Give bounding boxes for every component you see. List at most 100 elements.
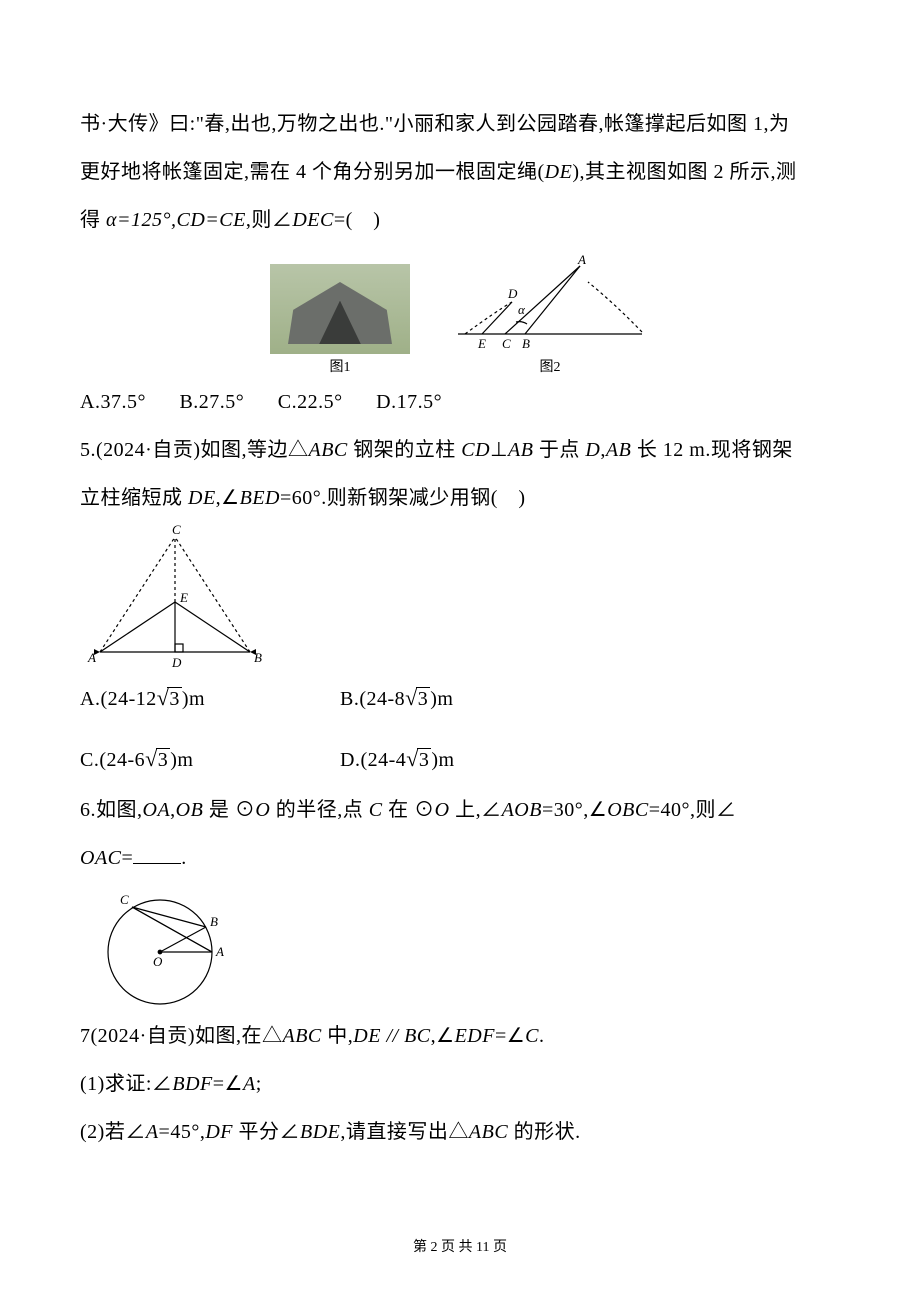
tent-photo [270,264,410,354]
q6-label-C: C [120,892,129,907]
q7-p2-mid1: =45°, [159,1121,206,1143]
q7-p1-pre: (1)求证:∠ [80,1073,172,1095]
q4-diagram: A D E C B α [450,254,650,354]
q6-line1: 6.如图,OA,OB 是 ⊙O 的半径,点 C 在 ⊙O 上,∠AOB=30°,… [80,786,840,834]
q5-d-pre: D.(24-4 [340,749,406,771]
q7-a: A [243,1073,256,1095]
q6-pre: 6.如图, [80,799,143,821]
q6-eq: = [122,847,134,869]
q5-l1-mid3: 长 12 m.现将钢架 [631,439,793,461]
q4-fig1-wrap: 图1 [270,264,410,376]
q4-l2-pre: 更好地将帐篷固定,需在 4 个角分别另加一根固定绳( [80,161,545,183]
q6-line2: OAC=. [80,834,840,882]
q6-end: . [181,847,187,869]
q5-line2: 立柱缩短成 DE,∠BED=60°.则新钢架减少用钢( ) [80,474,840,522]
q7-p2-mid2: 平分∠ [233,1121,300,1143]
q4-l3-mid: ,则∠ [246,209,293,231]
q7-edf: EDF [455,1025,495,1047]
q5-a-pre: A.(24-12 [80,688,157,710]
sqrt-icon: √3 [406,733,431,786]
q4-alpha: α=125°, [106,209,177,231]
q5-b-post: )m [430,688,453,710]
q4-l3-pre: 得 [80,209,106,231]
q5-d-rad: 3 [417,748,432,771]
q5-figure: C E A D B [80,522,840,672]
q4-figures: 图1 A D E C B α [80,254,840,376]
q7-abc: ABC [282,1025,321,1047]
q7-eq: =∠ [495,1025,525,1047]
q7-line1: 7(2024·自贡)如图,在△ABC 中,DE // BC,∠EDF=∠C. [80,1012,840,1060]
footer-post: 页 [489,1240,507,1255]
q5-label-E: E [179,590,188,605]
q7-df: DF [205,1121,233,1143]
q4-label-alpha: α [518,302,526,317]
q5-label-C: C [172,522,181,537]
q7-bdf: BDF [172,1073,212,1095]
q4-opt-a: A.37.5° [80,391,146,413]
q7-bc: BC [404,1025,431,1047]
q5-perp: ⊥ [490,439,508,461]
q4-line3: 得 α=125°,CD=CE,则∠DEC=( ) [80,196,840,244]
q7-abc2: ABC [469,1121,508,1143]
q5-l2-end: =60°.则新钢架减少用钢( ) [280,487,526,509]
q6-aob: AOB [502,799,542,821]
q6-label-O: O [153,954,163,969]
q7-mid: 中, [322,1025,354,1047]
q4-opt-b: B.27.5° [179,391,244,413]
q7-a2: A [146,1121,159,1143]
q5-label-D: D [171,655,182,670]
q7-bde: BDE [300,1121,340,1143]
q4-cdce: CD=CE [177,209,246,231]
q5-c-rad: 3 [156,748,171,771]
q4-l3-end: =( ) [334,209,381,231]
q5-l2-pre: 立柱缩短成 [80,487,188,509]
q5-opt-c: C.(24-6√3)m [80,733,340,786]
q4-opt-d: D.17.5° [376,391,442,413]
q6-o1: O [255,799,270,821]
q4-l2-post: ),其主视图如图 2 所示,测 [572,161,796,183]
q4-fig2-wrap: A D E C B α 图2 [450,254,650,376]
q5-d-post: )m [431,749,454,771]
page-footer: 第 2 页 共 11 页 [80,1236,840,1256]
q5-c-post: )m [170,749,193,771]
q4-label-E: E [477,336,486,351]
footer-total: 11 [476,1240,489,1255]
sqrt-icon: √3 [145,733,170,786]
q5-diagram: C E A D B [80,522,270,672]
q7-c: C [525,1025,539,1047]
q4-line2: 更好地将帐篷固定,需在 4 个角分别另加一根固定绳(DE),其主视图如图 2 所… [80,148,840,196]
q5-l1-mid2: 于点 [533,439,585,461]
q6-blank [133,846,181,864]
q4-line1: 书·大传》曰:"春,出也,万物之出也."小丽和家人到公园踏春,帐篷撑起后如图 1… [80,100,840,148]
q7-part1: (1)求证:∠BDF=∠A; [80,1060,840,1108]
q5-cd: CD [461,439,490,461]
q6-o2: O [435,799,450,821]
q5-d: D [585,439,600,461]
q6-oa: OA [143,799,171,821]
tent-shape [288,282,392,344]
q5-c-pre: C.(24-6 [80,749,145,771]
q7-end: . [539,1025,545,1047]
q7-de: DE [353,1025,381,1047]
q6-oac: OAC [80,847,122,869]
q4-label-A: A [577,254,586,267]
q5-opt-d: D.(24-4√3)m [340,733,600,786]
q7-p2-end: 的形状. [508,1121,581,1143]
q5-ab2: AB [606,439,631,461]
page: 书·大传》曰:"春,出也,万物之出也."小丽和家人到公园踏春,帐篷撑起后如图 1… [0,0,920,1316]
q7-par: // [381,1025,404,1047]
q5-abc: ABC [308,439,347,461]
q6-mid4: 上,∠ [450,799,502,821]
q5-a-rad: 3 [167,687,182,710]
q6-mid2: 的半径,点 [270,799,369,821]
q5-label-A: A [87,650,96,665]
q6-mid1: 是 ⊙ [203,799,255,821]
q7-comma: ,∠ [431,1025,455,1047]
q4-opt-c: C.22.5° [278,391,343,413]
q5-label-B: B [254,650,262,665]
q5-options: A.(24-12√3)m B.(24-8√3)m C.(24-6√3)m D.(… [80,672,840,786]
q4-dec: DEC [292,209,334,231]
q6-mid5: =30°,∠ [542,799,607,821]
q6-figure: O A B C [80,882,840,1012]
q4-fig2-caption: 图2 [450,356,650,376]
